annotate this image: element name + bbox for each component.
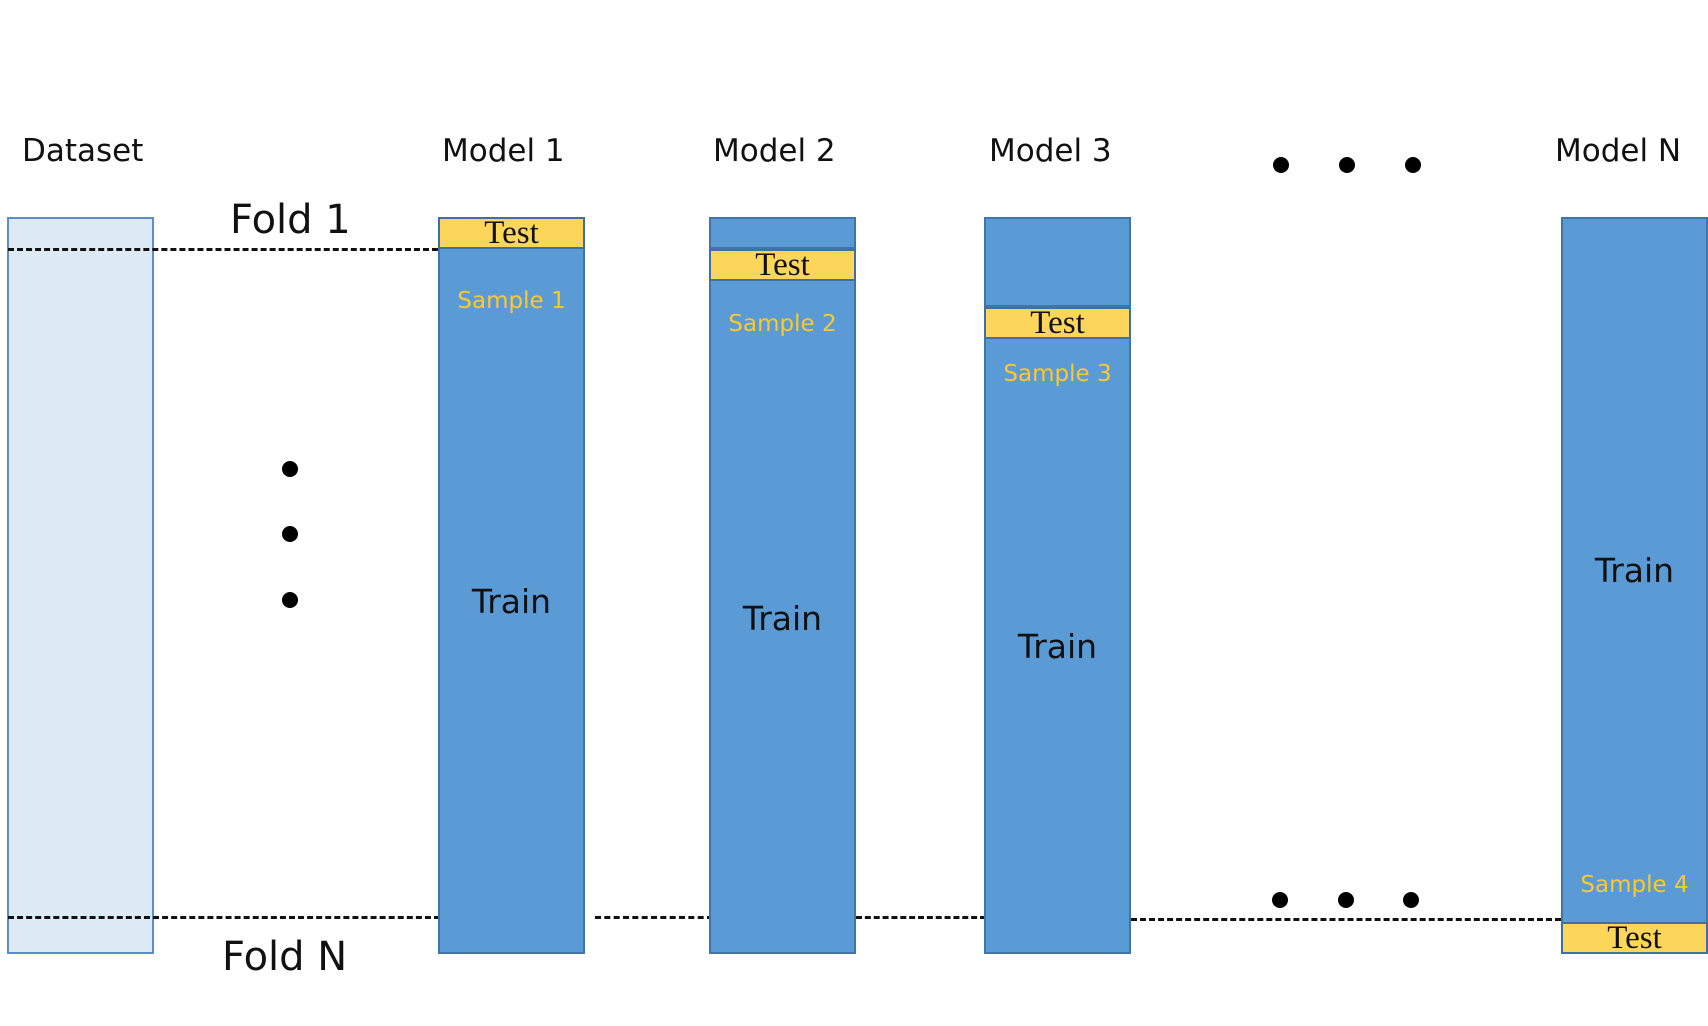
ellipsis-dot bbox=[1273, 157, 1289, 173]
model-3-train-label: Train bbox=[1017, 627, 1098, 666]
model-2-sample-label: Sample 2 bbox=[728, 311, 837, 337]
model-1-sample-label: Sample 1 bbox=[457, 288, 566, 314]
ellipsis-dot bbox=[1338, 892, 1354, 908]
model-n-train-label: Train bbox=[1594, 551, 1675, 590]
fold-1-label: Fold 1 bbox=[230, 197, 351, 243]
fold-n-line bbox=[8, 916, 440, 919]
model-2-upper-train-segment bbox=[709, 217, 856, 249]
ellipsis-dot bbox=[282, 592, 298, 608]
model-1-test-box: Test bbox=[438, 217, 585, 249]
model-3-column bbox=[984, 217, 1131, 954]
model-3-header: Model 3 bbox=[989, 133, 1112, 169]
ellipsis-dot bbox=[1403, 892, 1419, 908]
model-3-test-box: Test bbox=[984, 307, 1131, 339]
model-2-header: Model 2 bbox=[713, 133, 836, 169]
model-n-test-box: Test bbox=[1561, 922, 1708, 954]
model-2-column bbox=[709, 217, 856, 954]
model-1-train-label: Train bbox=[471, 582, 552, 621]
model-2-test-box: Test bbox=[709, 249, 856, 281]
ellipsis-dot bbox=[1272, 892, 1288, 908]
model-n-sample-label: Sample 4 bbox=[1580, 872, 1689, 898]
model-3-upper-train-segment bbox=[984, 217, 1131, 307]
fold-n-label: Fold N bbox=[222, 934, 348, 980]
fold-1-line bbox=[8, 248, 438, 251]
fold-n-line bbox=[595, 916, 713, 919]
fold-n-line bbox=[1131, 918, 1561, 921]
model-2-train-label: Train bbox=[742, 599, 823, 638]
ellipsis-dot bbox=[1339, 157, 1355, 173]
model-1-header: Model 1 bbox=[442, 133, 565, 169]
model-n-header: Model N bbox=[1555, 133, 1682, 169]
model-3-sample-label: Sample 3 bbox=[1003, 361, 1112, 387]
dataset-column bbox=[7, 217, 154, 954]
dataset-header: Dataset bbox=[22, 133, 144, 169]
model-n-column bbox=[1561, 217, 1708, 954]
ellipsis-dot bbox=[1405, 157, 1421, 173]
ellipsis-dot bbox=[282, 461, 298, 477]
fold-n-line bbox=[856, 916, 986, 919]
ellipsis-dot bbox=[282, 526, 298, 542]
model-1-column bbox=[438, 217, 585, 954]
